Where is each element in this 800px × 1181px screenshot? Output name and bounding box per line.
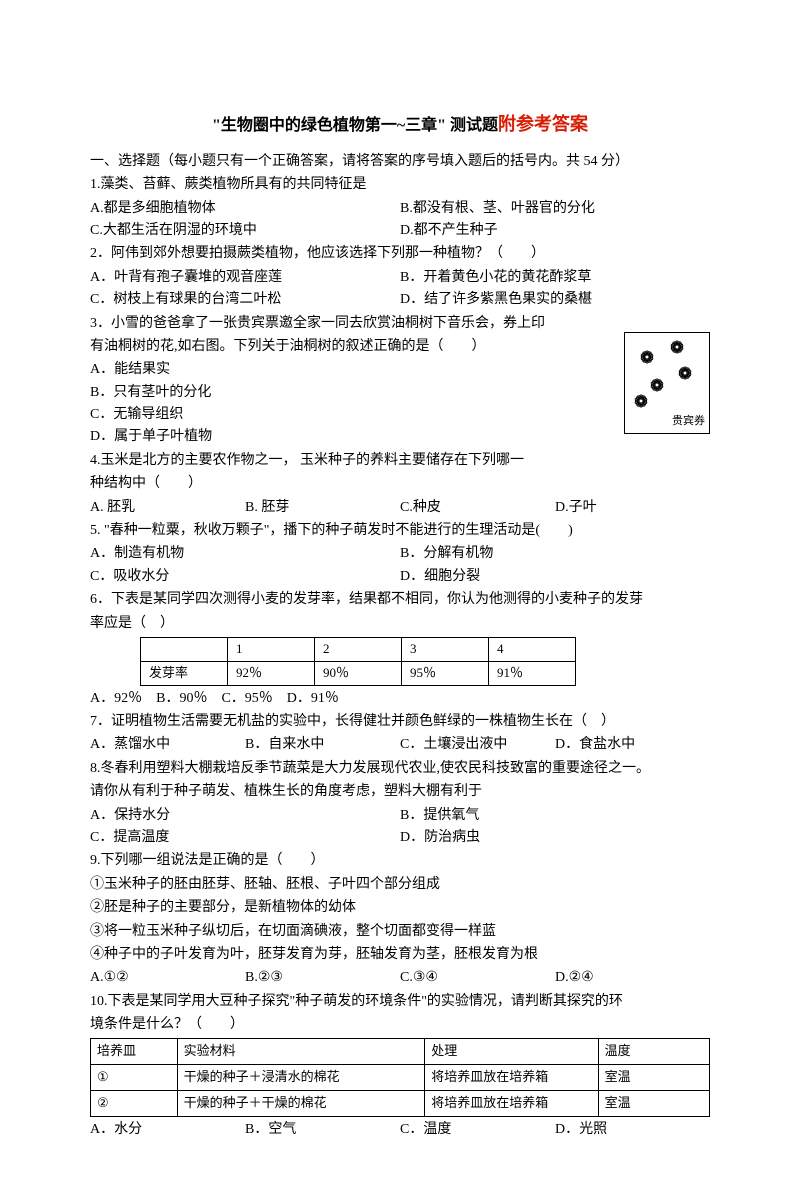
q9-c: C.③④ [400,967,555,989]
q1-a: A.都是多细胞植物体 [90,198,400,220]
q6-stem-2: 率应是（ ） [90,613,710,635]
q8-a: A．保持水分 [90,805,400,827]
q5-b: B．分解有机物 [400,543,710,565]
q10-r1-2: 将培养皿放在培养箱 [425,1065,598,1091]
q9-stem: 9.下列哪一组说法是正确的是（ ） [90,850,710,872]
q10-r2-2: 将培养皿放在培养箱 [425,1091,598,1117]
q1-stem: 1.藻类、苔藓、蕨类植物所具有的共同特征是 [90,174,710,196]
q10-h2: 处理 [425,1039,598,1065]
q3-stem-1: 3．小雪的爸爸拿了一张贵宾票邀全家一同去欣赏油桐树下音乐会，券上印 [90,313,710,335]
q9-b: B.②③ [245,967,400,989]
title-main: "生物圈中的绿色植物第一~三章" 测试题 [212,117,498,134]
q6-stem-1: 6．下表是某同学四次测得小麦的发芽率，结果都不相同，你认为他测得的小麦种子的发芽 [90,589,710,611]
q10-stem-2: 境条件是什么？（ ） [90,1014,710,1036]
q2-c: C．树枝上有球果的台湾二叶松 [90,289,400,311]
q8-b: B．提供氧气 [400,805,710,827]
q10-r2-0: ② [91,1091,178,1117]
q7-c: C．土壤浸出液中 [400,734,555,756]
q6-r2: 90％ [315,661,402,685]
q10-r1-3: 室温 [598,1065,709,1091]
q5-stem: 5. "春种一粒粟，秋收万颗子"，播下的种子萌发时不能进行的生理活动是( ) [90,520,710,542]
q9-s1: ①玉米种子的胚由胚芽、胚轴、胚根、子叶四个部分组成 [90,874,710,896]
q10-r1-1: 干燥的种子＋浸清水的棉花 [177,1065,425,1091]
q6-h4: 4 [489,638,576,662]
q6-table: 1 2 3 4 发芽率 92％ 90％ 95％ 91％ [140,637,576,686]
q4-a: A. 胚乳 [90,497,245,519]
q6-h0 [141,638,228,662]
q3-stem-2: 有油桐树的花,如右图。下列关于油桐树的叙述正确的是（ ） [90,336,710,358]
q9-a: A.①② [90,967,245,989]
q8-stem-1: 8.冬春利用塑料大棚栽培反季节蔬菜是大力发展现代农业,使农民科技致富的重要途径之… [90,758,710,780]
q4-stem-1: 4.玉米是北方的主要农作物之一， 玉米种子的养料主要储存在下列哪一 [90,450,710,472]
q4-c: C.种皮 [400,497,555,519]
q8-c: C．提高温度 [90,827,400,849]
q10-b: B．空气 [245,1119,400,1141]
q6-r1: 92％ [228,661,315,685]
q6-r4: 91％ [489,661,576,685]
q9-s4: ④种子中的子叶发育为叶，胚芽发育为芽，胚轴发育为茎，胚根发育为根 [90,944,710,966]
q10-c: C．温度 [400,1119,555,1141]
q2-stem: 2．阿伟到郊外想要拍摄蕨类植物，他应该选择下列那一种植物？（ ） [90,243,710,265]
q7-d: D．食盐水中 [555,734,710,756]
q10-h0: 培养皿 [91,1039,178,1065]
q2-d: D．结了许多紫黑色果实的桑椹 [400,289,710,311]
q3-d: D．属于单子叶植物 [90,426,350,448]
q10-r2-1: 干燥的种子＋干燥的棉花 [177,1091,425,1117]
q3-a: A．能结果实 [90,359,350,381]
q10-d: D．光照 [555,1119,710,1141]
q4-b: B. 胚芽 [245,497,400,519]
q9-s3: ③将一粒玉米种子纵切后，在切面滴碘液，整个切面都变得一样蓝 [90,921,710,943]
q7-a: A．蒸馏水中 [90,734,245,756]
q1-c: C.大都生活在阴湿的环境中 [90,220,400,242]
q3-c: C．无输导组织 [90,404,350,426]
q4-stem-2: 种结构中（ ） [90,473,710,495]
q10-table: 培养皿 实验材料 处理 温度 ① 干燥的种子＋浸清水的棉花 将培养皿放在培养箱 … [90,1038,710,1116]
q2-b: B．开着黄色小花的黄花酢浆草 [400,267,710,289]
q10-h1: 实验材料 [177,1039,425,1065]
q10-r1-0: ① [91,1065,178,1091]
q9-s2: ②胚是种子的主要部分，是新植物体的幼体 [90,897,710,919]
page-title: "生物圈中的绿色植物第一~三章" 测试题附参考答案 [90,110,710,139]
q2-a: A．叶背有孢子囊堆的观音座莲 [90,267,400,289]
q5-c: C．吸收水分 [90,566,400,588]
q4-d: D.子叶 [555,497,710,519]
q5-a: A．制造有机物 [90,543,400,565]
q10-h3: 温度 [598,1039,709,1065]
q6-h1: 1 [228,638,315,662]
q6-r3: 95％ [402,661,489,685]
q8-stem-2: 请你从有利于种子萌发、植株生长的角度考虑，塑料大棚有利于 [90,781,710,803]
q1-b: B.都没有根、茎、叶器官的分化 [400,198,710,220]
q9-d: D.②④ [555,967,710,989]
q8-d: D．防治病虫 [400,827,710,849]
q6-opts: A．92％ B．90％ C．95％ D．91％ [90,688,710,710]
q3-b: B．只有茎叶的分化 [90,382,350,404]
q1-d: D.都不产生种子 [400,220,710,242]
q6-h2: 2 [315,638,402,662]
q6-h3: 3 [402,638,489,662]
title-suffix: 附参考答案 [498,114,588,134]
q7-stem: 7．证明植物生活需要无机盐的实验中，长得健壮并颜色鲜绿的一株植物生长在（ ） [90,711,710,733]
q10-r2-3: 室温 [598,1091,709,1117]
q7-b: B．自来水中 [245,734,400,756]
q6-r0: 发芽率 [141,661,228,685]
q10-a: A．水分 [90,1119,245,1141]
q5-d: D．细胞分裂 [400,566,710,588]
section-heading: 一、选择题（每小题只有一个正确答案，请将答案的序号填入题后的括号内。共 54 分… [90,151,710,173]
q10-stem-1: 10.下表是某同学用大豆种子探究"种子萌发的环境条件"的实验情况，请判断其探究的… [90,991,710,1013]
